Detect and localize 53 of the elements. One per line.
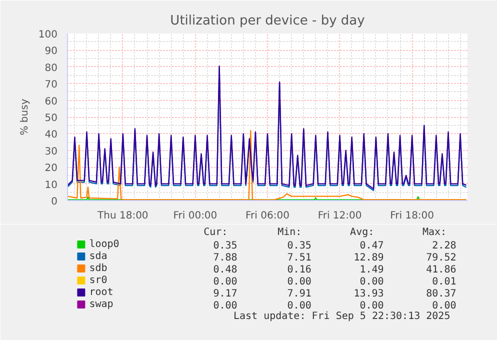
text: 0.16 xyxy=(287,264,312,276)
text: 79.52 xyxy=(426,252,456,264)
text: 0.00 xyxy=(360,276,384,288)
legend-label: sr0 xyxy=(89,275,108,286)
text: 7.51 xyxy=(287,252,312,264)
text: 0.00 xyxy=(432,300,456,312)
y-tick-label: 20 xyxy=(44,163,58,174)
text: 0.01 xyxy=(432,276,456,288)
text: 0.00 xyxy=(287,300,312,312)
text: Avg: xyxy=(350,227,374,238)
x-tick-label: Thu 18:00 xyxy=(96,210,148,222)
y-tick-label: 0 xyxy=(51,196,58,208)
y-tick-label: 60 xyxy=(44,96,58,108)
text: 41.86 xyxy=(426,264,456,276)
y-tick-label: 50 xyxy=(44,113,58,124)
y-tick-label: 30 xyxy=(44,146,58,158)
y-tick-label: 80 xyxy=(44,62,58,74)
text: 0.00 xyxy=(213,276,238,288)
legend-label: sda xyxy=(89,251,108,262)
text: 7.91 xyxy=(287,288,312,300)
y-tick-label: 70 xyxy=(44,80,58,91)
text: 0.00 xyxy=(213,300,238,312)
legend-label: loop0 xyxy=(89,239,120,250)
y-tick-label: 40 xyxy=(44,130,58,141)
text: 13.93 xyxy=(354,288,384,300)
text: Min: xyxy=(278,227,302,238)
text: 2.28 xyxy=(432,240,456,252)
text: 0.00 xyxy=(360,300,384,312)
y-axis-title: % busy xyxy=(19,98,30,136)
legend-label: root xyxy=(89,287,114,298)
legend-label: sdb xyxy=(89,263,108,274)
x-tick-label: Fri 18:00 xyxy=(390,210,434,222)
y-tick-label: 10 xyxy=(44,180,58,191)
text: 12.89 xyxy=(354,252,384,264)
text: Last update: Fri Sep 5 22:30:13 2025 xyxy=(233,311,450,322)
text: 80.37 xyxy=(426,288,456,300)
x-tick-label: Fri 12:00 xyxy=(318,210,362,222)
x-tick-label: Fri 06:00 xyxy=(246,210,290,222)
y-tick-label: 90 xyxy=(44,46,58,58)
text: Max: xyxy=(422,227,447,238)
text: 0.35 xyxy=(287,240,312,252)
chart-title: Utilization per device - by day xyxy=(170,14,366,28)
text: 0.35 xyxy=(213,240,238,252)
text: 1.49 xyxy=(360,264,384,276)
text: Cur: xyxy=(204,227,228,238)
text: 9.17 xyxy=(213,288,238,300)
text: 0.47 xyxy=(360,240,384,252)
text: 0.00 xyxy=(287,276,312,288)
text: 0.48 xyxy=(213,264,238,276)
legend-label: swap xyxy=(89,299,114,310)
text: 7.88 xyxy=(213,252,238,264)
y-tick-label: 100 xyxy=(38,30,58,40)
x-tick-label: Fri 00:00 xyxy=(173,210,218,222)
